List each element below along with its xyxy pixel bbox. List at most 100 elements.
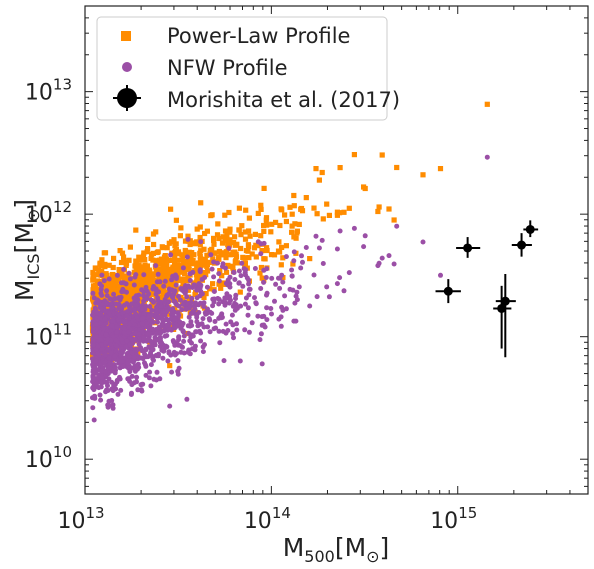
nfw-point — [231, 269, 237, 275]
nfw-point — [200, 344, 206, 350]
power-law-point — [351, 152, 357, 158]
nfw-point — [180, 321, 186, 326]
nfw-point — [187, 271, 193, 277]
power-law-point — [134, 267, 140, 273]
nfw-point — [98, 311, 103, 317]
nfw-point — [127, 369, 133, 375]
power-law-point — [128, 297, 134, 304]
nfw-point — [194, 319, 200, 325]
nfw-point — [169, 369, 175, 375]
power-law-point — [127, 244, 133, 250]
power-law-point — [132, 263, 138, 269]
power-law-point — [133, 258, 139, 264]
power-law-point — [294, 228, 300, 234]
morishita-point — [500, 296, 510, 306]
power-law-point — [197, 257, 203, 263]
nfw-point — [223, 265, 228, 271]
power-law-point — [150, 257, 156, 263]
nfw-point — [351, 225, 357, 231]
nfw-point — [175, 371, 181, 377]
power-law-point — [141, 279, 147, 285]
y-axis-label: MICS[M⊙] — [10, 199, 43, 301]
power-law-point — [168, 206, 174, 212]
power-law-point — [259, 248, 265, 254]
nfw-point — [98, 368, 104, 374]
nfw-point — [283, 254, 289, 260]
power-law-point — [234, 241, 240, 247]
power-law-point — [243, 207, 249, 213]
nfw-point — [231, 335, 236, 341]
nfw-point — [120, 349, 125, 355]
power-law-point — [185, 233, 191, 239]
power-law-point — [137, 284, 143, 290]
nfw-point — [127, 342, 133, 348]
legend-label-nfw: NFW Profile — [167, 56, 288, 80]
nfw-point — [167, 403, 173, 409]
nfw-point — [112, 353, 118, 359]
y-tick-label: 1011 — [25, 321, 72, 351]
nfw-point — [107, 296, 113, 302]
nfw-point — [105, 346, 111, 352]
power-law-point — [249, 251, 255, 257]
nfw-point — [247, 286, 253, 292]
axis-ticks — [84, 5, 589, 494]
nfw-point — [144, 323, 150, 329]
nfw-point — [114, 272, 120, 278]
nfw-point — [337, 275, 343, 281]
nfw-point — [204, 284, 210, 290]
nfw-point — [296, 284, 302, 290]
nfw-point — [346, 270, 352, 276]
nfw-point — [151, 357, 156, 363]
nfw-point — [127, 322, 133, 327]
power-law-point — [188, 260, 195, 266]
power-law-point — [151, 241, 157, 248]
power-law-point — [261, 228, 267, 234]
power-law-point — [139, 295, 145, 301]
nfw-point — [132, 354, 137, 360]
power-law-point — [180, 282, 186, 288]
nfw-point — [239, 260, 245, 266]
nfw-point — [155, 319, 160, 325]
nfw-point — [95, 343, 101, 349]
power-law-point — [391, 217, 397, 223]
power-law-point — [201, 257, 207, 263]
nfw-point — [176, 293, 181, 299]
nfw-point — [93, 358, 99, 364]
power-law-point — [166, 279, 172, 285]
power-law-point — [162, 258, 168, 264]
nfw-point — [379, 255, 385, 261]
power-law-point — [161, 254, 168, 260]
power-law-point — [280, 275, 286, 281]
nfw-point — [236, 280, 242, 286]
nfw-point — [289, 267, 295, 273]
nfw-point — [229, 312, 235, 318]
nfw-point — [438, 272, 443, 278]
power-law-point — [187, 241, 193, 248]
power-law-point — [172, 248, 179, 254]
nfw-point — [173, 272, 178, 278]
power-law-point — [228, 252, 234, 258]
power-law-point — [255, 210, 261, 216]
power-law-point — [168, 283, 175, 289]
power-law-point — [107, 282, 113, 288]
power-law-point — [123, 262, 129, 268]
power-law-point — [136, 262, 142, 268]
nfw-point — [258, 251, 264, 257]
power-law-point — [180, 278, 187, 284]
nfw-point — [120, 364, 126, 369]
power-law-point — [166, 272, 172, 278]
nfw-point — [187, 278, 193, 283]
power-law-point — [225, 241, 231, 247]
nfw-point — [159, 347, 165, 353]
power-law-point — [179, 257, 185, 263]
power-law-point — [174, 267, 180, 273]
nfw-point — [192, 282, 197, 288]
power-law-point — [90, 275, 96, 281]
nfw-point — [257, 337, 263, 343]
power-law-point — [176, 251, 182, 257]
nfw-point — [252, 266, 258, 271]
nfw-point — [145, 331, 151, 337]
power-law-point — [122, 299, 128, 305]
tick-labels: 1013 1014 1015 1010 1011 1012 1013 — [25, 76, 477, 534]
